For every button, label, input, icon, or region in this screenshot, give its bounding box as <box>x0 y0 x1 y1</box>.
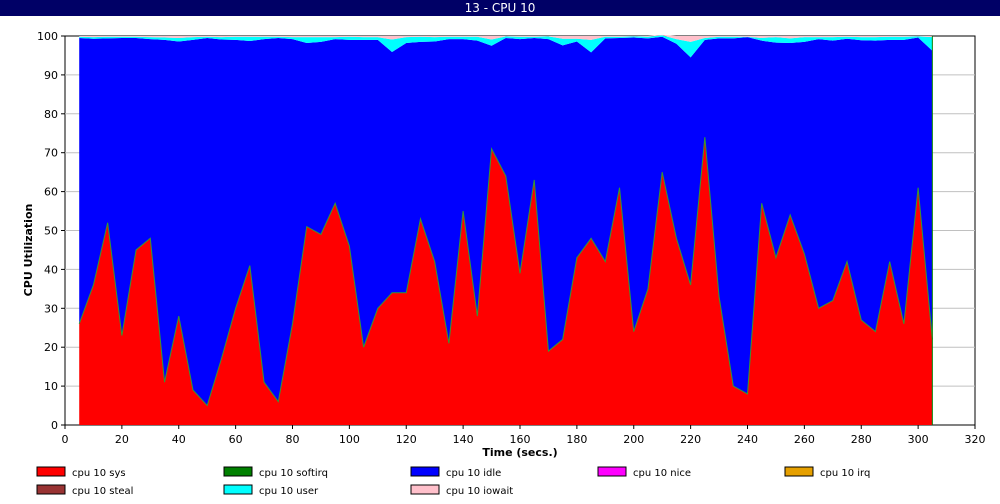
area-cpu-10-user <box>79 35 933 58</box>
x-tick-label: 240 <box>737 433 758 446</box>
legend-swatch <box>36 484 66 495</box>
legend-swatch <box>36 466 66 477</box>
legend-label: cpu 10 iowait <box>446 486 513 497</box>
area-cpu-10-sys <box>79 137 933 425</box>
x-tick-label: 180 <box>566 433 587 446</box>
y-axis-label: CPU Utilization <box>22 204 35 297</box>
legend-swatch <box>410 484 440 495</box>
y-tick-label: 70 <box>44 147 58 160</box>
x-tick-label: 300 <box>908 433 929 446</box>
legend-swatch <box>410 466 440 477</box>
area-cpu-10-iowait <box>79 34 933 42</box>
x-tick-label: 320 <box>965 433 986 446</box>
legend-label: cpu 10 irq <box>820 468 870 479</box>
legend-swatch <box>223 484 253 495</box>
y-tick-label: 60 <box>44 186 58 199</box>
x-tick-label: 100 <box>339 433 360 446</box>
legend: cpu 10 sys cpu 10 softirq cpu 10 idle cpu 1… <box>36 466 870 497</box>
y-tick-label: 100 <box>37 30 58 43</box>
legend-swatch <box>784 466 814 477</box>
y-axis-ticks: 0 10 20 30 40 50 60 70 80 90 100 <box>37 30 65 432</box>
legend-label: cpu 10 sys <box>72 468 126 479</box>
legend-swatch <box>597 466 627 477</box>
sys-outline <box>78 137 933 407</box>
y-tick-label: 50 <box>44 225 58 238</box>
legend-label: cpu 10 nice <box>633 468 691 479</box>
series-areas <box>78 34 933 425</box>
y-tick-label: 10 <box>44 380 58 393</box>
y-tick-label: 40 <box>44 263 58 276</box>
x-tick-label: 0 <box>62 433 69 446</box>
x-tick-label: 40 <box>172 433 186 446</box>
legend-swatch <box>223 466 253 477</box>
x-tick-label: 220 <box>680 433 701 446</box>
x-tick-label: 140 <box>453 433 474 446</box>
x-axis-label: Time (secs.) <box>482 446 557 459</box>
x-tick-label: 200 <box>623 433 644 446</box>
y-tick-label: 80 <box>44 108 58 121</box>
area-cpu-10-idle <box>79 36 933 406</box>
x-tick-label: 120 <box>396 433 417 446</box>
x-tick-label: 80 <box>286 433 300 446</box>
legend-label: cpu 10 idle <box>446 468 501 479</box>
legend-label: cpu 10 user <box>259 486 319 497</box>
window-title: 13 - CPU 10 <box>0 0 1000 16</box>
x-tick-label: 160 <box>510 433 531 446</box>
x-tick-label: 260 <box>794 433 815 446</box>
y-tick-label: 90 <box>44 69 58 82</box>
y-tick-label: 0 <box>51 419 58 432</box>
legend-label: cpu 10 steal <box>72 486 133 497</box>
x-tick-label: 20 <box>115 433 129 446</box>
cpu-utilization-chart: 0 10 20 30 40 50 60 70 80 90 100 0 20 40 60 80 100 120 14… <box>22 30 986 497</box>
x-tick-label: 280 <box>851 433 872 446</box>
x-tick-label: 60 <box>229 433 243 446</box>
legend-label: cpu 10 softirq <box>259 468 328 479</box>
x-axis-ticks: 0 20 40 60 80 100 120 140 160 180 200 220 240 260 280 3… <box>62 425 986 446</box>
y-tick-label: 30 <box>44 302 58 315</box>
y-tick-label: 20 <box>44 341 58 354</box>
